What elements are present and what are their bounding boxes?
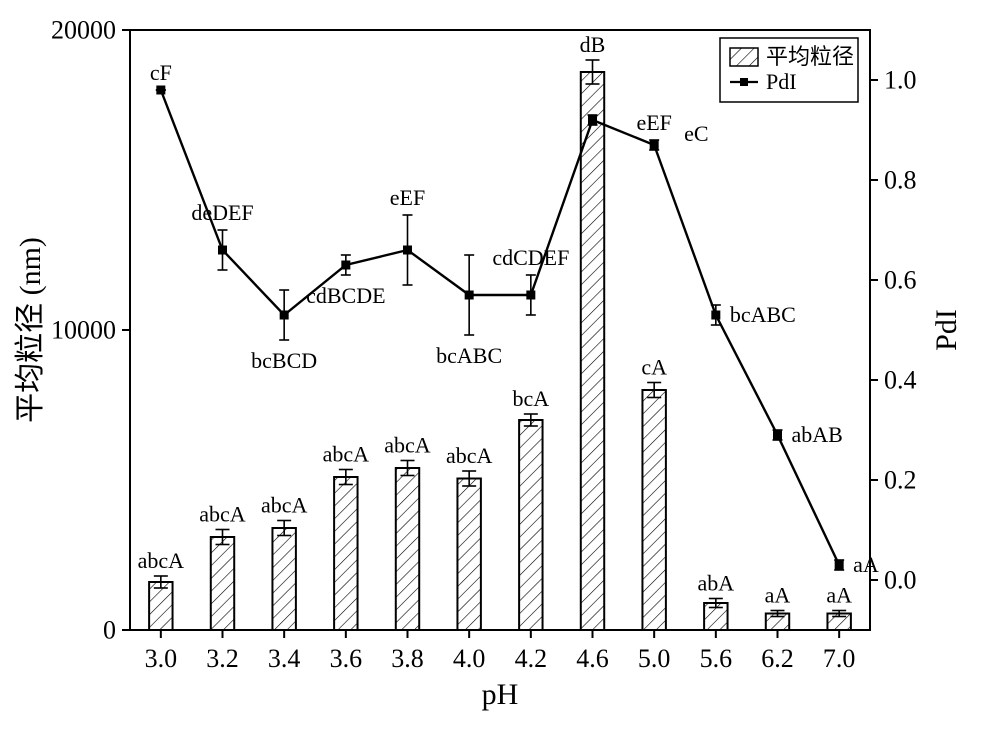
bar-label: dB — [580, 32, 606, 57]
y-right-tick-label: 0.2 — [884, 466, 917, 495]
line-marker — [650, 141, 659, 150]
line-marker — [711, 311, 720, 320]
bar-label: aA — [765, 583, 791, 608]
x-axis-label: pH — [482, 678, 519, 711]
bar — [149, 582, 172, 630]
y-left-tick-label: 10000 — [51, 316, 116, 345]
line-label: aA — [853, 552, 879, 577]
chart-container: 3.0 3.2 3.4 3.6 3.8 4.0 4.2 4.6 5.0 5.6 6.2 7.0 pH 0 1… — [0, 0, 1000, 724]
bar — [396, 468, 419, 630]
legend-label: 平均粒径 — [766, 44, 854, 69]
bar-label: cA — [641, 355, 667, 380]
y-right-tick-label: 0.6 — [884, 266, 917, 295]
x-tick-label: 4.0 — [453, 644, 486, 673]
bar-label: abA — [698, 571, 735, 596]
bar — [334, 477, 357, 630]
line-label: eEF — [390, 185, 425, 210]
y-right-tick-label: 1.0 — [884, 66, 917, 95]
y-left-axis-label: 平均粒径 (nm) — [14, 237, 47, 423]
bar-label: abcA — [446, 443, 493, 468]
legend-swatch-bar — [730, 48, 758, 66]
x-tick-label: 3.2 — [206, 644, 239, 673]
line-marker — [280, 311, 289, 320]
bar-label: abcA — [384, 433, 431, 458]
line-marker — [218, 246, 227, 255]
x-tick-label: 3.6 — [330, 644, 363, 673]
line-label: deDEF — [191, 200, 253, 225]
line-label: eEF — [636, 110, 671, 135]
y-right-tick-label: 0.0 — [884, 566, 917, 595]
bar — [211, 537, 234, 630]
line-marker — [773, 431, 782, 440]
line-marker — [465, 291, 474, 300]
legend-label: PdI — [766, 69, 797, 94]
line-marker — [588, 116, 597, 125]
x-tick-label: 3.8 — [391, 644, 424, 673]
bar — [457, 479, 480, 631]
y-right-tick-label: 0.8 — [884, 166, 917, 195]
line-marker — [403, 246, 412, 255]
bar-label: abcA — [138, 548, 185, 573]
line-label: bcABC — [730, 302, 796, 327]
bar — [519, 420, 542, 630]
x-tick-label: 4.2 — [515, 644, 548, 673]
x-tick-label: 4.6 — [576, 644, 609, 673]
bar — [642, 390, 665, 630]
line-label: cdBCDE — [306, 283, 385, 308]
x-tick-label: 5.0 — [638, 644, 671, 673]
line-label: cdCDEF — [492, 245, 569, 270]
bar — [581, 72, 604, 630]
line-label: cF — [150, 60, 172, 85]
x-tick-label: 3.4 — [268, 644, 301, 673]
line-marker — [156, 86, 165, 95]
line-label: bcABC — [436, 343, 502, 368]
y-right-axis-label: PdI — [930, 309, 963, 351]
line-label: bcBCD — [251, 348, 317, 373]
x-tick-label: 5.6 — [700, 644, 733, 673]
bar-label: abcA — [199, 502, 246, 527]
line-marker — [526, 291, 535, 300]
line-marker — [835, 561, 844, 570]
x-tick-label: 6.2 — [761, 644, 794, 673]
y-right-tick-label: 0.4 — [884, 366, 917, 395]
y-left-tick-label: 20000 — [51, 16, 116, 45]
bar-label: aA — [826, 583, 852, 608]
line-marker — [341, 261, 350, 270]
line-label: eC — [684, 121, 708, 146]
bar-label: abcA — [323, 442, 370, 467]
x-tick-label: 3.0 — [145, 644, 178, 673]
y-left-tick-label: 0 — [103, 616, 116, 645]
x-tick-label: 7.0 — [823, 644, 856, 673]
bar-label: bcA — [513, 386, 550, 411]
bar — [272, 528, 295, 630]
chart-svg: 3.0 3.2 3.4 3.6 3.8 4.0 4.2 4.6 5.0 5.6 6.2 7.0 pH 0 1… — [0, 0, 1000, 724]
bar-label: abcA — [261, 493, 308, 518]
line-label: abAB — [792, 422, 843, 447]
